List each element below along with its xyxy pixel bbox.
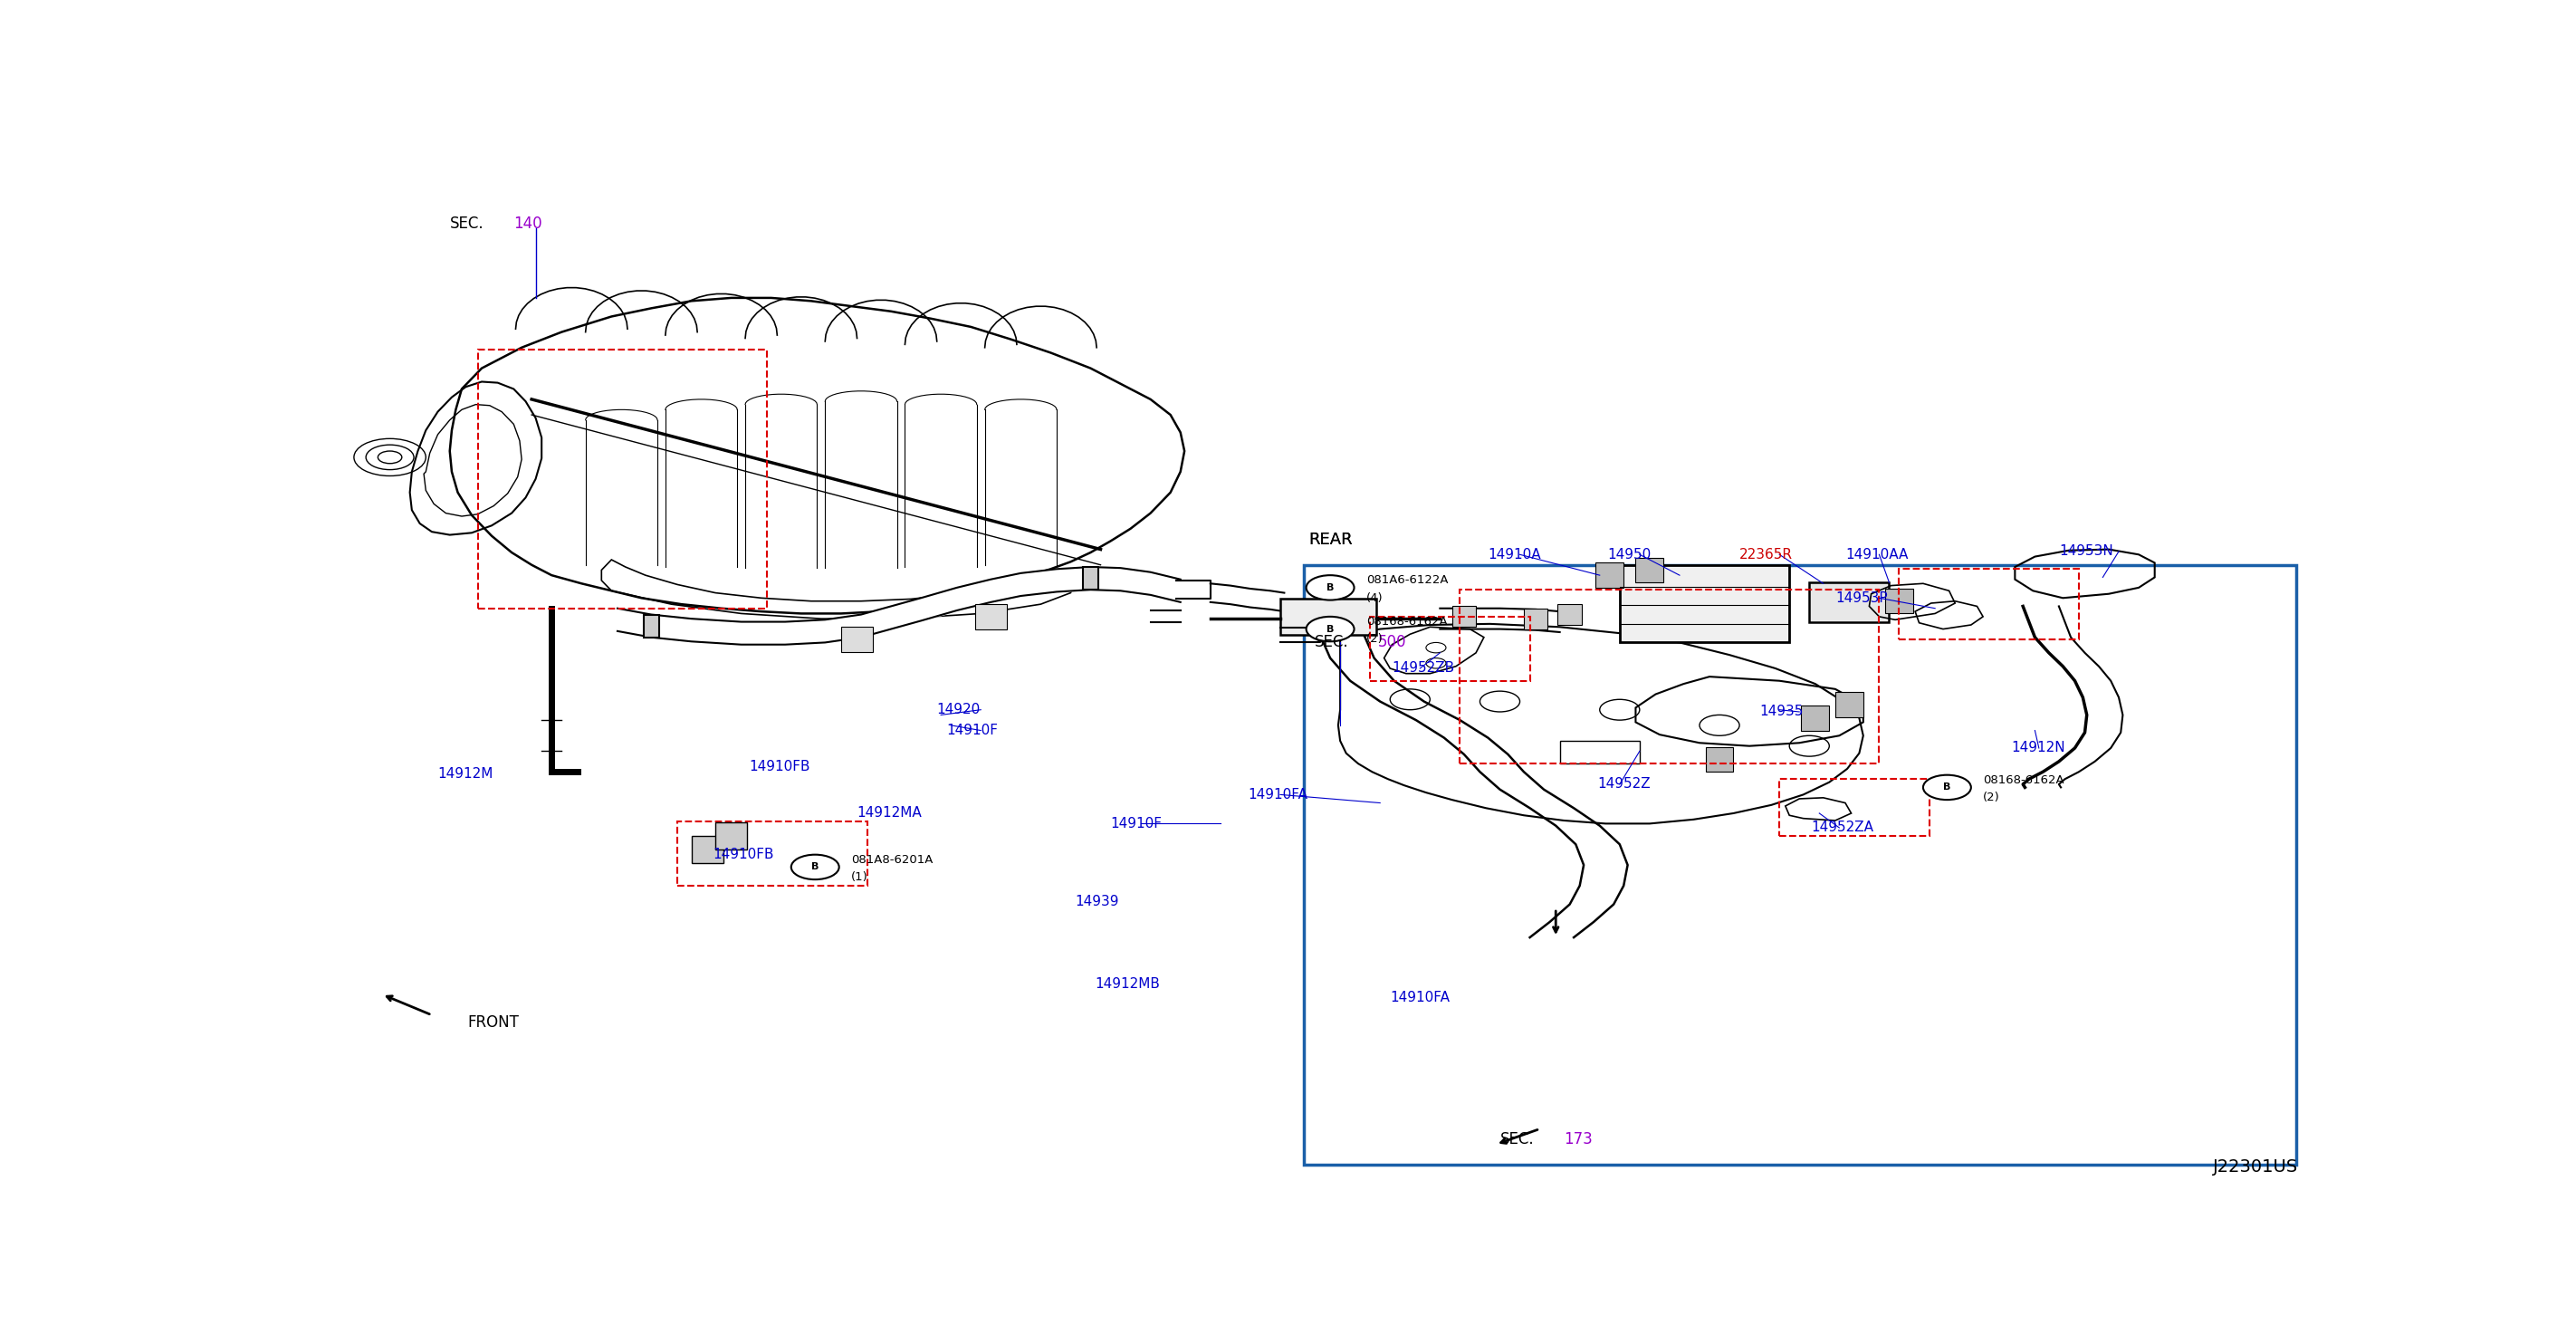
Bar — [1370, 617, 1530, 681]
Circle shape — [1306, 575, 1355, 599]
Text: 14910AA: 14910AA — [1844, 548, 1909, 562]
Bar — [1886, 589, 1914, 613]
Text: 14953N: 14953N — [2058, 544, 2112, 558]
Bar — [1780, 780, 1929, 836]
Text: 14939: 14939 — [1074, 894, 1118, 909]
Bar — [1453, 606, 1476, 626]
Bar — [1595, 563, 1623, 587]
Text: 08168-6162A: 08168-6162A — [1365, 616, 1448, 628]
Text: 500: 500 — [1378, 634, 1406, 650]
Bar — [1834, 692, 1862, 716]
Text: 140: 140 — [513, 215, 544, 231]
Text: 14952ZA: 14952ZA — [1811, 821, 1873, 835]
Bar — [1525, 609, 1548, 629]
Text: 14910F: 14910F — [1110, 817, 1162, 831]
Text: 14950: 14950 — [1607, 548, 1651, 562]
Bar — [1808, 582, 1888, 622]
Text: (1): (1) — [850, 871, 868, 883]
Bar — [1801, 706, 1829, 731]
Text: (2): (2) — [1984, 792, 1999, 804]
Bar — [477, 349, 768, 609]
Text: 081A8-6201A: 081A8-6201A — [850, 853, 933, 866]
Text: REAR: REAR — [1309, 532, 1352, 548]
Text: B: B — [1327, 625, 1334, 633]
Bar — [1280, 599, 1376, 636]
Circle shape — [1924, 775, 1971, 800]
Text: 14912M: 14912M — [438, 767, 495, 781]
Text: 14910FB: 14910FB — [714, 848, 775, 862]
Text: B: B — [1327, 583, 1334, 593]
Bar — [1899, 569, 2079, 640]
Bar — [1705, 747, 1734, 771]
Bar — [1303, 564, 2295, 1165]
Text: 14910F: 14910F — [948, 723, 999, 738]
Text: REAR: REAR — [1309, 532, 1352, 548]
Text: 14910FA: 14910FA — [1249, 788, 1309, 801]
Bar — [1082, 567, 1097, 590]
Bar — [644, 614, 659, 637]
Text: 14910FA: 14910FA — [1391, 991, 1450, 1004]
Bar — [1620, 564, 1790, 642]
Bar — [840, 626, 873, 652]
Text: SEC.: SEC. — [451, 215, 484, 231]
Text: SEC.: SEC. — [1314, 634, 1347, 650]
Text: 14935: 14935 — [1759, 706, 1803, 719]
Bar — [1636, 558, 1664, 582]
Text: 14910FB: 14910FB — [750, 759, 811, 774]
Bar — [974, 605, 1007, 629]
Bar — [1561, 741, 1641, 763]
Text: FRONT: FRONT — [469, 1015, 520, 1031]
Text: (4): (4) — [1365, 593, 1383, 603]
Text: 14912MA: 14912MA — [858, 806, 922, 820]
Text: 14910A: 14910A — [1489, 548, 1540, 562]
Bar — [716, 823, 747, 849]
Text: 14920: 14920 — [938, 703, 981, 716]
Text: 14912MB: 14912MB — [1095, 977, 1159, 991]
Text: SEC.: SEC. — [1499, 1132, 1533, 1148]
Text: 14912N: 14912N — [2012, 742, 2066, 755]
Text: 081A6-6122A: 081A6-6122A — [1365, 574, 1448, 586]
Text: 14952ZB: 14952ZB — [1391, 661, 1455, 675]
Text: B: B — [811, 863, 819, 872]
Bar — [690, 836, 724, 863]
Text: (2): (2) — [1365, 633, 1383, 645]
Text: 14952Z: 14952Z — [1597, 777, 1651, 792]
Circle shape — [791, 855, 840, 879]
Text: J22301US: J22301US — [2213, 1159, 2298, 1176]
Text: 14953P: 14953P — [1834, 591, 1888, 605]
Text: B: B — [1942, 782, 1950, 792]
Bar — [677, 821, 868, 886]
Circle shape — [1306, 617, 1355, 641]
Text: 08168-6162A: 08168-6162A — [1984, 774, 2063, 786]
Text: 173: 173 — [1564, 1132, 1592, 1148]
Bar — [1461, 590, 1878, 763]
Bar — [1558, 605, 1582, 625]
Text: 22365R: 22365R — [1739, 548, 1793, 562]
